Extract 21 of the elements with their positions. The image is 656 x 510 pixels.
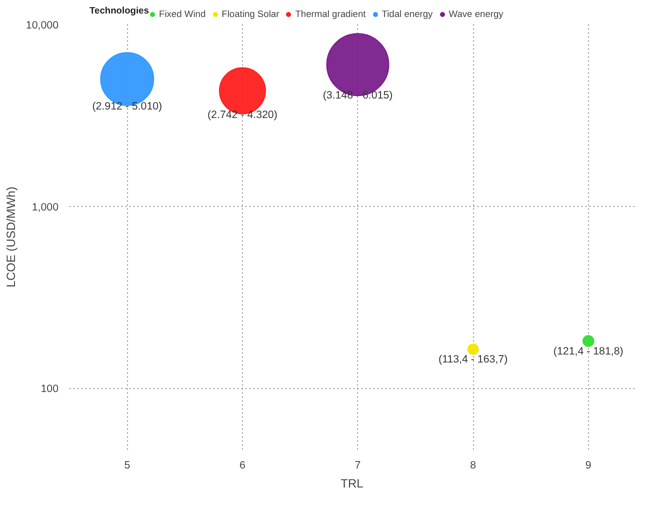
y-tick-label: 10,000 (26, 20, 59, 32)
x-tick-label: 5 (124, 460, 130, 472)
y-tick-label: 1,000 (32, 201, 59, 214)
legend-label: Tidal energy (382, 9, 433, 19)
x-tick-label: 7 (354, 460, 361, 472)
legend-label: Fixed Wind (159, 9, 206, 19)
annotation: (113,4 - 163,7) (438, 353, 508, 366)
y-tick-label: 100 (40, 383, 59, 396)
y-axis-title: LCOE (USD/MWh) (4, 186, 18, 288)
annotation: (121,4 - 181,8) (553, 345, 624, 358)
x-tick-label: 9 (585, 460, 592, 472)
legend-label: Thermal gradient (295, 9, 366, 19)
x-tick-label: 6 (239, 460, 246, 472)
legend-label: Wave energy (448, 9, 504, 19)
legend-label: Floating Solar (222, 9, 280, 19)
x-axis-title: TRL (340, 476, 364, 490)
x-tick-label: 8 (470, 460, 476, 472)
legend-title: Technologies (90, 6, 149, 16)
annotation: (2.912 - 5.010) (92, 100, 162, 112)
annotation: (2.742 - 4.320) (208, 109, 278, 122)
annotation: (3.148 - 6.015) (322, 89, 393, 102)
